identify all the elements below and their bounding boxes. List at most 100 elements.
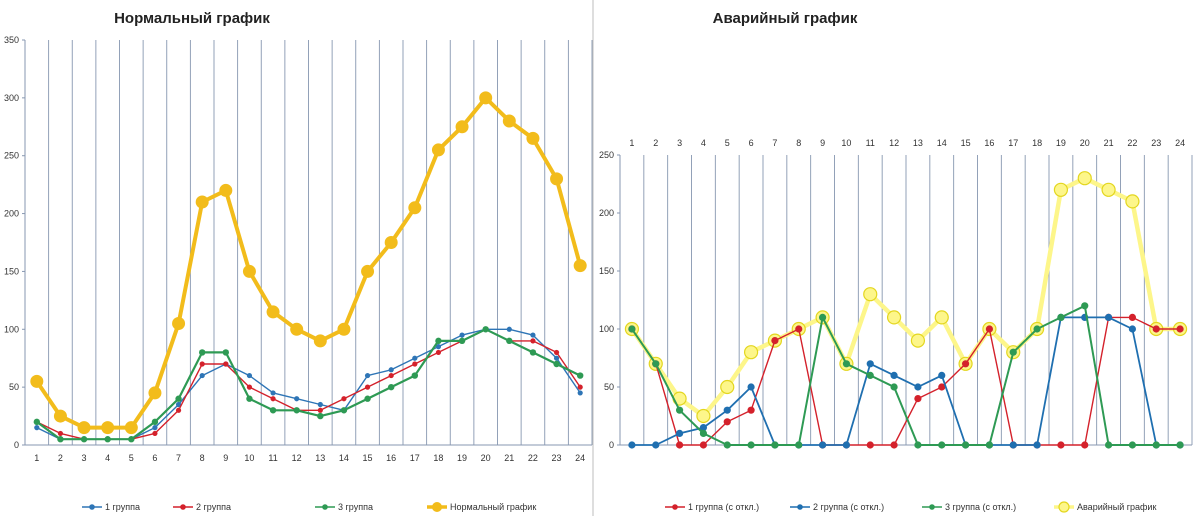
- data-point: [795, 325, 803, 333]
- data-point: [529, 349, 537, 356]
- y-tick-label: 50: [604, 382, 614, 392]
- x-tick-label: 14: [339, 453, 349, 463]
- data-point: [246, 372, 253, 379]
- series-line: [631, 316, 1181, 446]
- x-tick-label: 14: [937, 138, 947, 148]
- data-point: [502, 114, 516, 128]
- y-tick-label: 0: [609, 440, 614, 450]
- data-point: [628, 441, 636, 449]
- y-tick-label: 250: [599, 150, 614, 160]
- x-tick-label: 3: [82, 453, 87, 463]
- data-point: [175, 395, 182, 402]
- data-point: [293, 407, 300, 414]
- data-point: [175, 407, 182, 413]
- data-point: [506, 337, 513, 345]
- data-point: [1009, 348, 1017, 356]
- x-tick-label: 22: [1127, 138, 1137, 148]
- legend-marker: [432, 502, 442, 512]
- data-point: [1081, 441, 1089, 449]
- data-point: [910, 333, 926, 348]
- x-tick-label: 23: [552, 453, 562, 463]
- data-point: [364, 372, 371, 379]
- y-tick-label: 0: [14, 440, 19, 450]
- data-point: [199, 361, 205, 367]
- data-point: [337, 322, 351, 336]
- data-point: [435, 344, 442, 350]
- x-tick-label: 24: [575, 453, 585, 463]
- y-tick-label: 150: [4, 266, 19, 276]
- data-point: [1053, 182, 1069, 197]
- data-point: [388, 367, 394, 373]
- legend-label: 2 группа (с откл.): [813, 502, 884, 512]
- data-point: [387, 383, 395, 391]
- data-point: [938, 371, 946, 379]
- data-point: [77, 421, 91, 435]
- legend-label: 3 группа (с откл.): [945, 502, 1016, 512]
- data-point: [866, 441, 874, 449]
- data-point: [313, 334, 327, 348]
- data-point: [1125, 194, 1140, 209]
- data-point: [961, 360, 970, 368]
- data-point: [479, 91, 493, 105]
- x-tick-label: 21: [504, 453, 514, 463]
- data-point: [317, 412, 324, 420]
- data-point: [842, 360, 851, 368]
- data-point: [1128, 313, 1137, 321]
- y-tick-label: 150: [599, 266, 614, 276]
- y-tick-label: 250: [4, 151, 19, 161]
- data-point: [553, 349, 560, 356]
- data-point: [1077, 171, 1092, 186]
- legend-label: 1 группа (с откл.): [688, 502, 759, 512]
- data-point: [675, 406, 684, 414]
- data-point: [723, 441, 731, 449]
- data-point: [364, 384, 371, 390]
- data-point: [175, 401, 182, 408]
- data-point: [1081, 302, 1089, 310]
- data-point: [412, 361, 418, 367]
- legend-marker: [929, 504, 935, 510]
- x-tick-label: 20: [1080, 138, 1090, 148]
- data-point: [198, 349, 206, 356]
- legend-label: Аварийный график: [1077, 502, 1156, 512]
- x-tick-label: 24: [1175, 138, 1185, 148]
- data-point: [938, 383, 946, 391]
- data-point: [890, 383, 898, 391]
- y-tick-label: 50: [9, 382, 19, 392]
- data-point: [890, 441, 898, 449]
- data-point: [152, 430, 158, 437]
- x-tick-label: 7: [176, 453, 181, 463]
- x-tick-label: 5: [725, 138, 730, 148]
- data-point: [412, 355, 418, 361]
- x-tick-label: 13: [315, 453, 325, 463]
- data-point: [842, 441, 851, 449]
- data-point: [934, 310, 949, 325]
- x-tick-label: 19: [457, 453, 467, 463]
- y-tick-label: 100: [4, 324, 19, 334]
- x-tick-label: 10: [244, 453, 254, 463]
- x-tick-label: 20: [481, 453, 491, 463]
- data-point: [985, 441, 994, 449]
- x-tick-label: 8: [200, 453, 205, 463]
- data-point: [317, 407, 323, 413]
- data-point: [172, 317, 186, 330]
- x-tick-label: 3: [677, 138, 682, 148]
- data-point: [152, 425, 158, 431]
- data-point: [890, 371, 898, 379]
- data-point: [866, 371, 874, 379]
- x-tick-label: 6: [152, 453, 157, 463]
- chart-title: Нормальный график: [114, 10, 270, 27]
- data-point: [408, 201, 422, 215]
- data-point: [914, 383, 922, 391]
- data-point: [340, 407, 348, 414]
- data-point: [747, 406, 755, 414]
- series-line: [630, 304, 1182, 446]
- data-point: [148, 386, 162, 400]
- data-point: [246, 395, 253, 402]
- data-point: [242, 264, 256, 278]
- data-point: [30, 374, 44, 388]
- data-point: [577, 384, 583, 390]
